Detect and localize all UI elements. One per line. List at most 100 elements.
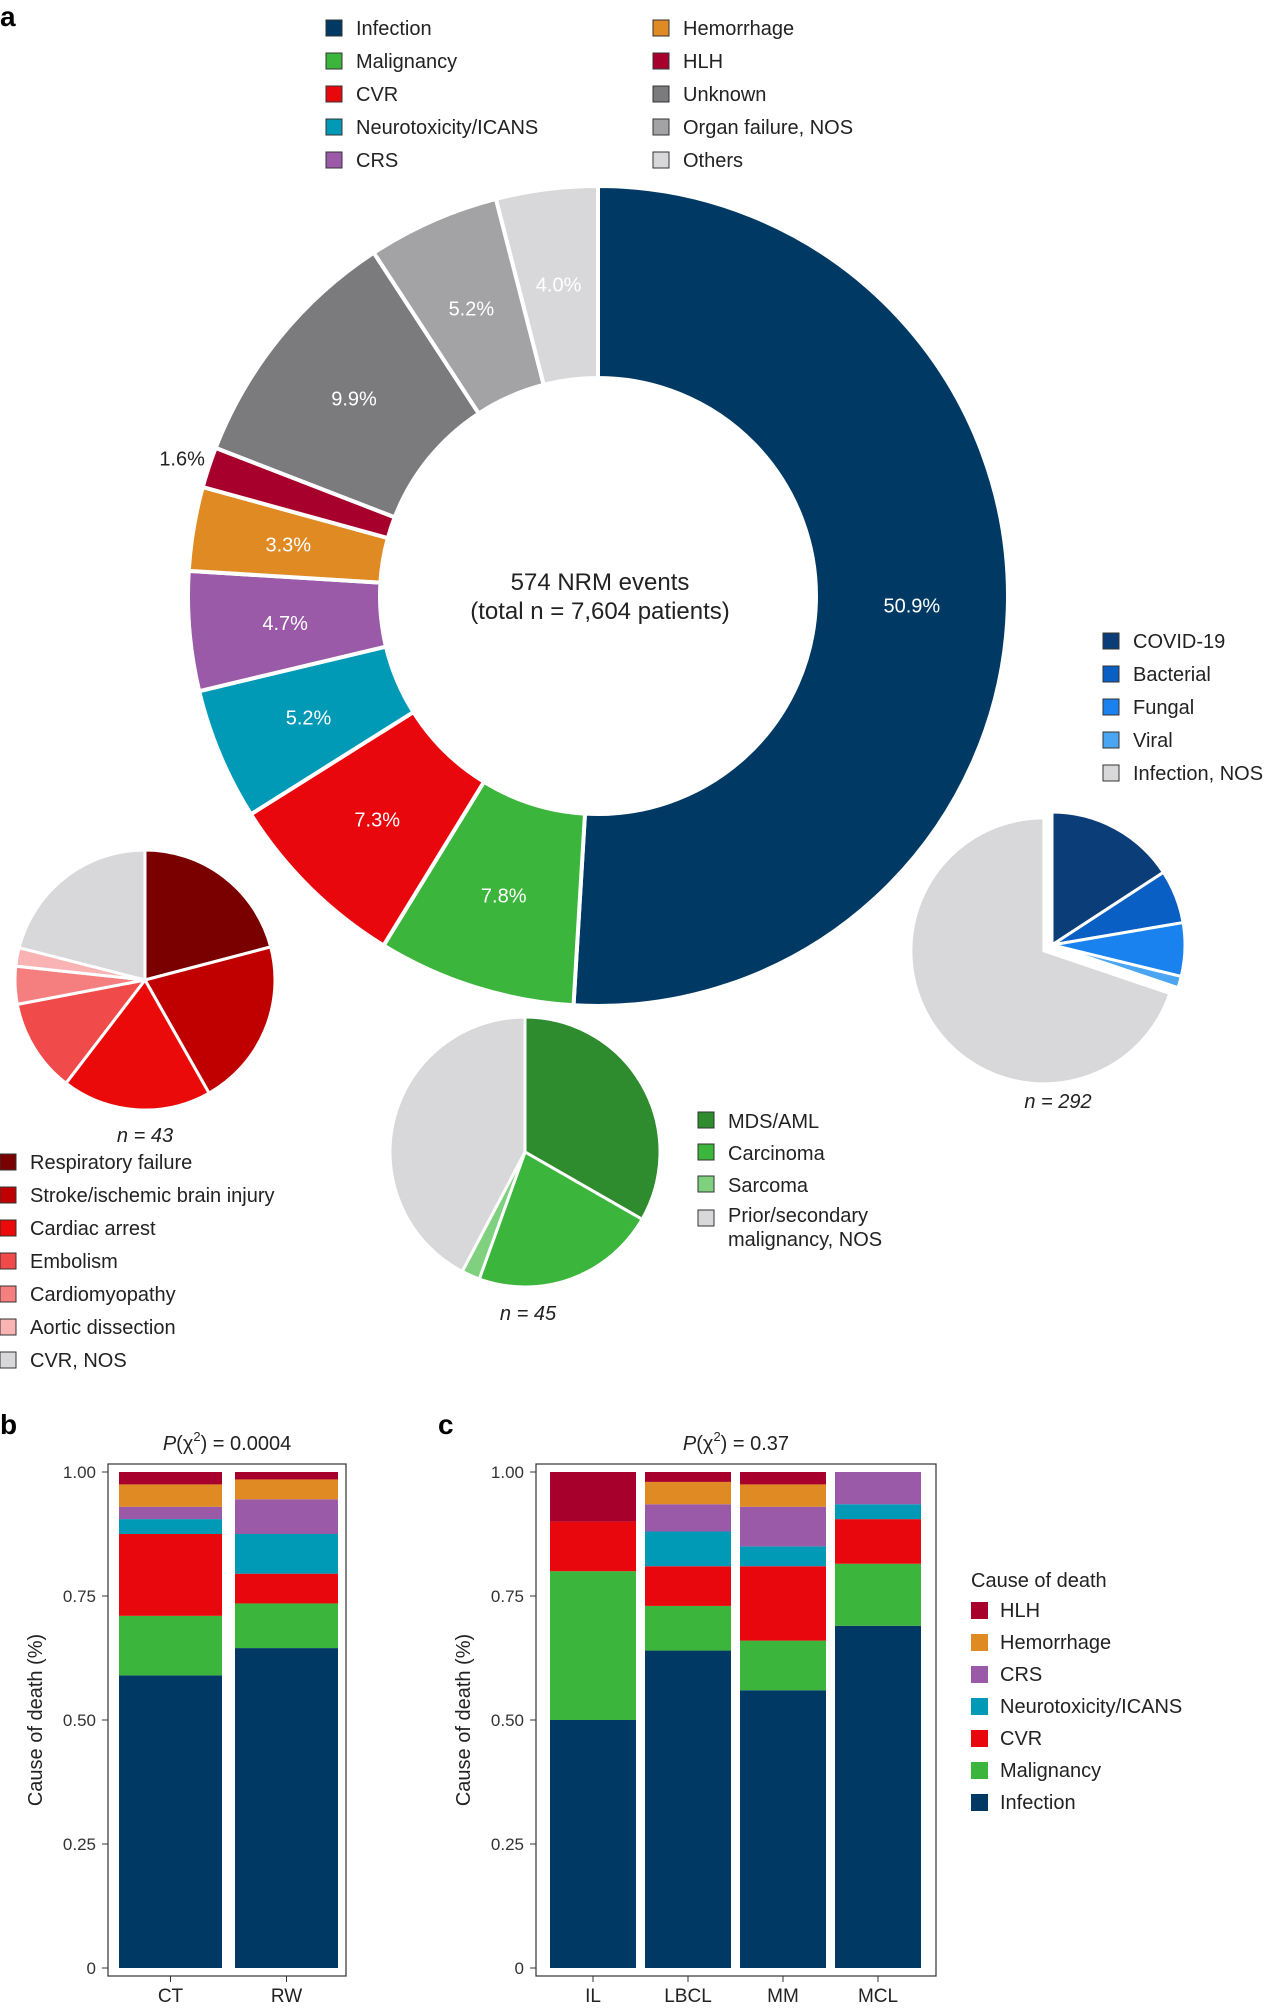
x-tick-label-lbcl: LBCL: [664, 1986, 712, 2007]
donut-label-unknown: 9.9%: [331, 388, 377, 410]
bar-legend-swatch-infection: [971, 1794, 988, 1811]
donut-label-cvr: 7.3%: [354, 809, 400, 831]
legend-label-crs: CRS: [356, 150, 398, 172]
pie-slice-infection-nos: [909, 816, 1172, 1086]
x-tick-label-mm: MM: [767, 1986, 799, 2007]
panel-label-c: c: [438, 1409, 454, 1440]
bar-legend-label-crs: CRS: [1000, 1664, 1042, 1686]
donut-label-others: 4.0%: [536, 274, 582, 296]
y-tick-label: 0.25: [63, 1835, 96, 1854]
legend-label-unknown: Unknown: [683, 84, 766, 106]
x-tick-label-ct: CT: [158, 1986, 184, 2007]
legend-swatch-malignancy: [325, 52, 343, 70]
bar-legend-swatch-neurotoxicity-icans: [971, 1698, 988, 1715]
panel-label-b: b: [0, 1409, 17, 1440]
malignancy-legend-label-1: Carcinoma: [728, 1143, 826, 1165]
pie-slice-stroke-ischemic-brain-injury: [142, 945, 277, 1096]
x-tick-label-rw: RW: [271, 1986, 302, 2007]
donut-slice-infection: [571, 183, 1010, 1008]
legend-label-hlh: HLH: [683, 51, 723, 73]
cvr-legend-label-respiratory-failure: Respiratory failure: [30, 1152, 192, 1174]
infection-legend-label-bacterial: Bacterial: [1133, 664, 1211, 686]
infection-legend-label-fungal: Fungal: [1133, 697, 1194, 719]
bar-chart-b: P(χ2) = 0.0004 0 0.25 0.50 0.75 1.00 Cause of …: [25, 1429, 347, 2007]
bar-segment-mcl-cvr: [835, 1519, 921, 1564]
donut-legend: Infection Malignancy CVR Neurotoxicity/ICAN…: [325, 18, 853, 172]
bar-segment-mcl-infection: [835, 1625, 921, 1968]
y-tick-label: 0: [515, 1959, 524, 1978]
bar-segment-lbcl-malignancy: [645, 1605, 731, 1651]
legend-label-malignancy: Malignancy: [356, 51, 457, 73]
legend-swatch-hemorrhage: [652, 19, 670, 37]
bar-legend-swatch-crs: [971, 1666, 988, 1683]
donut-chart: 50.9% 7.8% 7.3% 5.2% 4.7% 3.3% 1.6% 9.9% 5.2% 4.0…: [159, 183, 1010, 1008]
bar-segment-il-infection: [550, 1720, 636, 1968]
bar-segment-mm-hemorrhage: [740, 1484, 826, 1507]
bar-segment-ct-hemorrhage: [119, 1484, 222, 1507]
y-tick-label: 0.50: [491, 1711, 524, 1730]
infection-legend-label-covid-19: COVID-19: [1133, 631, 1225, 653]
bar-segment-lbcl-hlh: [645, 1472, 731, 1482]
pie-slice-mds-aml: [523, 1015, 662, 1222]
bar-segment-mm-malignancy: [740, 1640, 826, 1691]
infection-pie-n-label: n = 292: [1024, 1091, 1091, 1113]
malignancy-pie-n-label: n = 45: [500, 1303, 557, 1325]
bar-segment-mcl-crs: [835, 1472, 921, 1505]
malignancy-legend-swatch-carcinoma: [697, 1143, 715, 1161]
pie-slice-cardiac-arrest: [63, 977, 212, 1112]
cvr-legend-swatch-respiratory-failure: [0, 1153, 17, 1171]
bar-segment-rw-hlh: [235, 1472, 338, 1480]
legend-swatch-neurotoxicity-icans: [325, 118, 343, 136]
bar-segment-ct-cvr: [119, 1534, 222, 1616]
bar-legend-swatch-hemorrhage: [971, 1634, 988, 1651]
donut-slice-others: [493, 183, 600, 388]
malignancy-legend-swatch-prior-secondary-malignancy-nos: [697, 1209, 715, 1227]
pie-slice-cvr-nos: [17, 848, 147, 982]
bar-legend-label-hlh: HLH: [1000, 1600, 1040, 1622]
bar-legend-label-malignancy: Malignancy: [1000, 1760, 1101, 1782]
cvr-legend-label-stroke-ischemic-brain-injury: Stroke/ischemic brain injury: [30, 1185, 275, 1207]
pie-slice-embolism: [15, 977, 149, 1086]
y-tick-label: 0.50: [63, 1711, 96, 1730]
bar-legend-swatch-malignancy: [971, 1762, 988, 1779]
legend-label-hemorrhage: Hemorrhage: [683, 18, 794, 40]
legend-label-infection: Infection: [356, 18, 432, 40]
y-tick-label: 0.75: [63, 1587, 96, 1606]
bar-segment-ct-neurotoxicity-icans: [119, 1519, 222, 1534]
bar-legend-label-neurotoxicity-icans: Neurotoxicity/ICANS: [1000, 1696, 1182, 1718]
cvr-legend-swatch-cvr-nos: [0, 1351, 17, 1369]
y-tick-label: 0.25: [491, 1835, 524, 1854]
bar-segment-lbcl-hemorrhage: [645, 1481, 731, 1505]
bar-segment-ct-hlh: [119, 1472, 222, 1485]
bar-legend-label-hemorrhage: Hemorrhage: [1000, 1632, 1111, 1654]
legend-label-organ-failure-nos: Organ failure, NOS: [683, 117, 853, 139]
donut-center-line-2: (total n = 7,604 patients): [470, 598, 730, 625]
infection-pie-chart: n = 292 COVID-19 Bacterial Fungal Viral Infec…: [909, 631, 1263, 1113]
cvr-legend-swatch-cardiac-arrest: [0, 1219, 17, 1237]
bar-segment-il-malignancy: [550, 1571, 636, 1720]
bar-segment-mm-neurotoxicity-icans: [740, 1546, 826, 1567]
cvr-legend-swatch-aortic-dissection: [0, 1318, 17, 1336]
bar-segment-lbcl-cvr: [645, 1566, 731, 1606]
malignancy-legend-label-0: MDS/AML: [728, 1111, 819, 1133]
bar-segment-lbcl-neurotoxicity-icans: [645, 1531, 731, 1567]
legend-swatch-hlh: [652, 52, 670, 70]
y-tick-label: 1.00: [491, 1463, 524, 1482]
bar-segment-ct-malignancy: [119, 1615, 222, 1676]
bar-legend-label-infection: Infection: [1000, 1792, 1076, 1814]
pie-slice-viral: [1051, 943, 1184, 990]
y-axis-label: Cause of death (%): [25, 1634, 47, 1806]
bar-segment-ct-infection: [119, 1675, 222, 1968]
bar-segment-il-cvr: [550, 1521, 636, 1572]
bar-chart-title: P(χ2) = 0.0004: [163, 1429, 291, 1455]
cvr-legend-label-aortic-dissection: Aortic dissection: [30, 1317, 176, 1339]
legend-label-others: Others: [683, 150, 743, 172]
donut-label-hlh: 1.6%: [159, 449, 205, 471]
bar-legend-swatch-cvr: [971, 1730, 988, 1747]
cause-of-death-legend: Cause of death HLH Hemorrhage CRS Neurotoxic…: [971, 1570, 1182, 1814]
malignancy-legend-swatch-mds-aml: [697, 1111, 715, 1129]
infection-legend-swatch-viral: [1102, 731, 1120, 749]
cvr-pie-n-label: n = 43: [117, 1125, 173, 1147]
bar-segment-rw-neurotoxicity-icans: [235, 1534, 338, 1574]
legend-label-cvr: CVR: [356, 84, 398, 106]
